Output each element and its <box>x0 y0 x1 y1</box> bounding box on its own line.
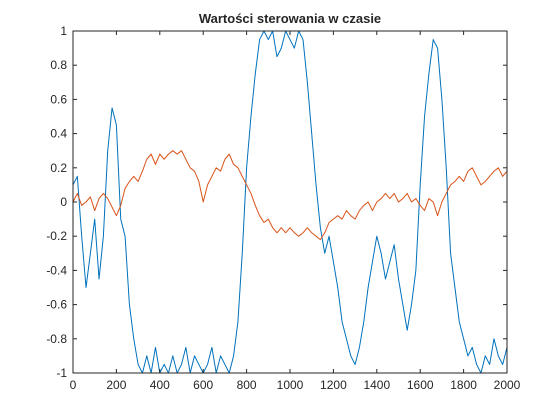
x-tick-label: 1800 <box>450 378 477 392</box>
x-tick-label: 400 <box>150 378 170 392</box>
plot-area <box>73 31 507 373</box>
y-tick-label: 0 <box>60 195 67 209</box>
x-tick-label: 1400 <box>363 378 390 392</box>
x-tick-label: 800 <box>237 378 257 392</box>
y-tick-label: 0.2 <box>50 161 67 175</box>
y-tick-label: -1 <box>56 366 67 380</box>
y-tick-label: -0.6 <box>46 298 67 312</box>
y-tick-label: 0.8 <box>50 58 67 72</box>
x-tick-label: 600 <box>193 378 213 392</box>
x-tick-label: 2000 <box>494 378 521 392</box>
y-tick-label: -0.8 <box>46 332 67 346</box>
y-tick-label: 1 <box>60 24 67 38</box>
x-tick-label: 1200 <box>320 378 347 392</box>
y-tick-label: 0.4 <box>50 127 67 141</box>
y-tick-label: -0.2 <box>46 229 67 243</box>
series-line-2 <box>73 150 507 241</box>
x-tick-label: 0 <box>70 378 77 392</box>
chart-title: Wartości sterowania w czasie <box>199 11 381 26</box>
series-layer <box>73 31 507 373</box>
x-tick-label: 200 <box>106 378 126 392</box>
y-tick-label: 0.6 <box>50 92 67 106</box>
x-tick-label: 1000 <box>277 378 304 392</box>
axes-layer: 0 200 400 600 800 1000 1200 1400 1600 1800 2000 -1 -… <box>46 24 520 392</box>
x-tick-label: 1600 <box>407 378 434 392</box>
y-tick-label: -0.4 <box>46 263 67 277</box>
series-line-1 <box>73 31 507 373</box>
